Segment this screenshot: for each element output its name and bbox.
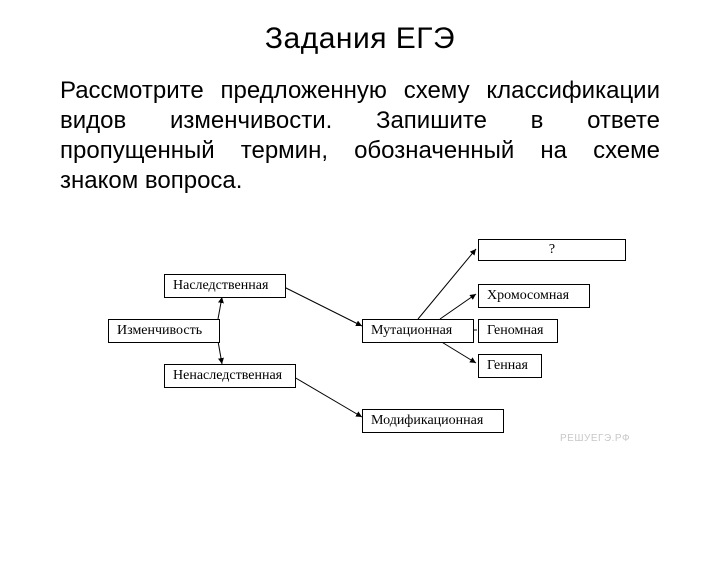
node-izmenchivost: Изменчивость bbox=[108, 319, 220, 343]
task-text: Рассмотрите предложенную схему классифик… bbox=[60, 76, 660, 196]
classification-diagram: Изменчивость Наследственная Ненаследстве… bbox=[0, 221, 720, 481]
node-nenasledstvennaya: Ненаследственная bbox=[164, 364, 296, 388]
node-khromosomnaya: Хромосомная bbox=[478, 284, 590, 308]
watermark: РЕШУЕГЭ.РФ bbox=[560, 433, 630, 444]
node-nasledstvennaya: Наследственная bbox=[164, 274, 286, 298]
node-modifikatsionnaya: Модификационная bbox=[362, 409, 504, 433]
page-title: Задания ЕГЭ bbox=[0, 22, 720, 56]
node-gennaya: Генная bbox=[478, 354, 542, 378]
node-question: ? bbox=[478, 239, 626, 261]
node-genomnaya: Геномная bbox=[478, 319, 558, 343]
node-mutatsionnaya: Мутационная bbox=[362, 319, 474, 343]
